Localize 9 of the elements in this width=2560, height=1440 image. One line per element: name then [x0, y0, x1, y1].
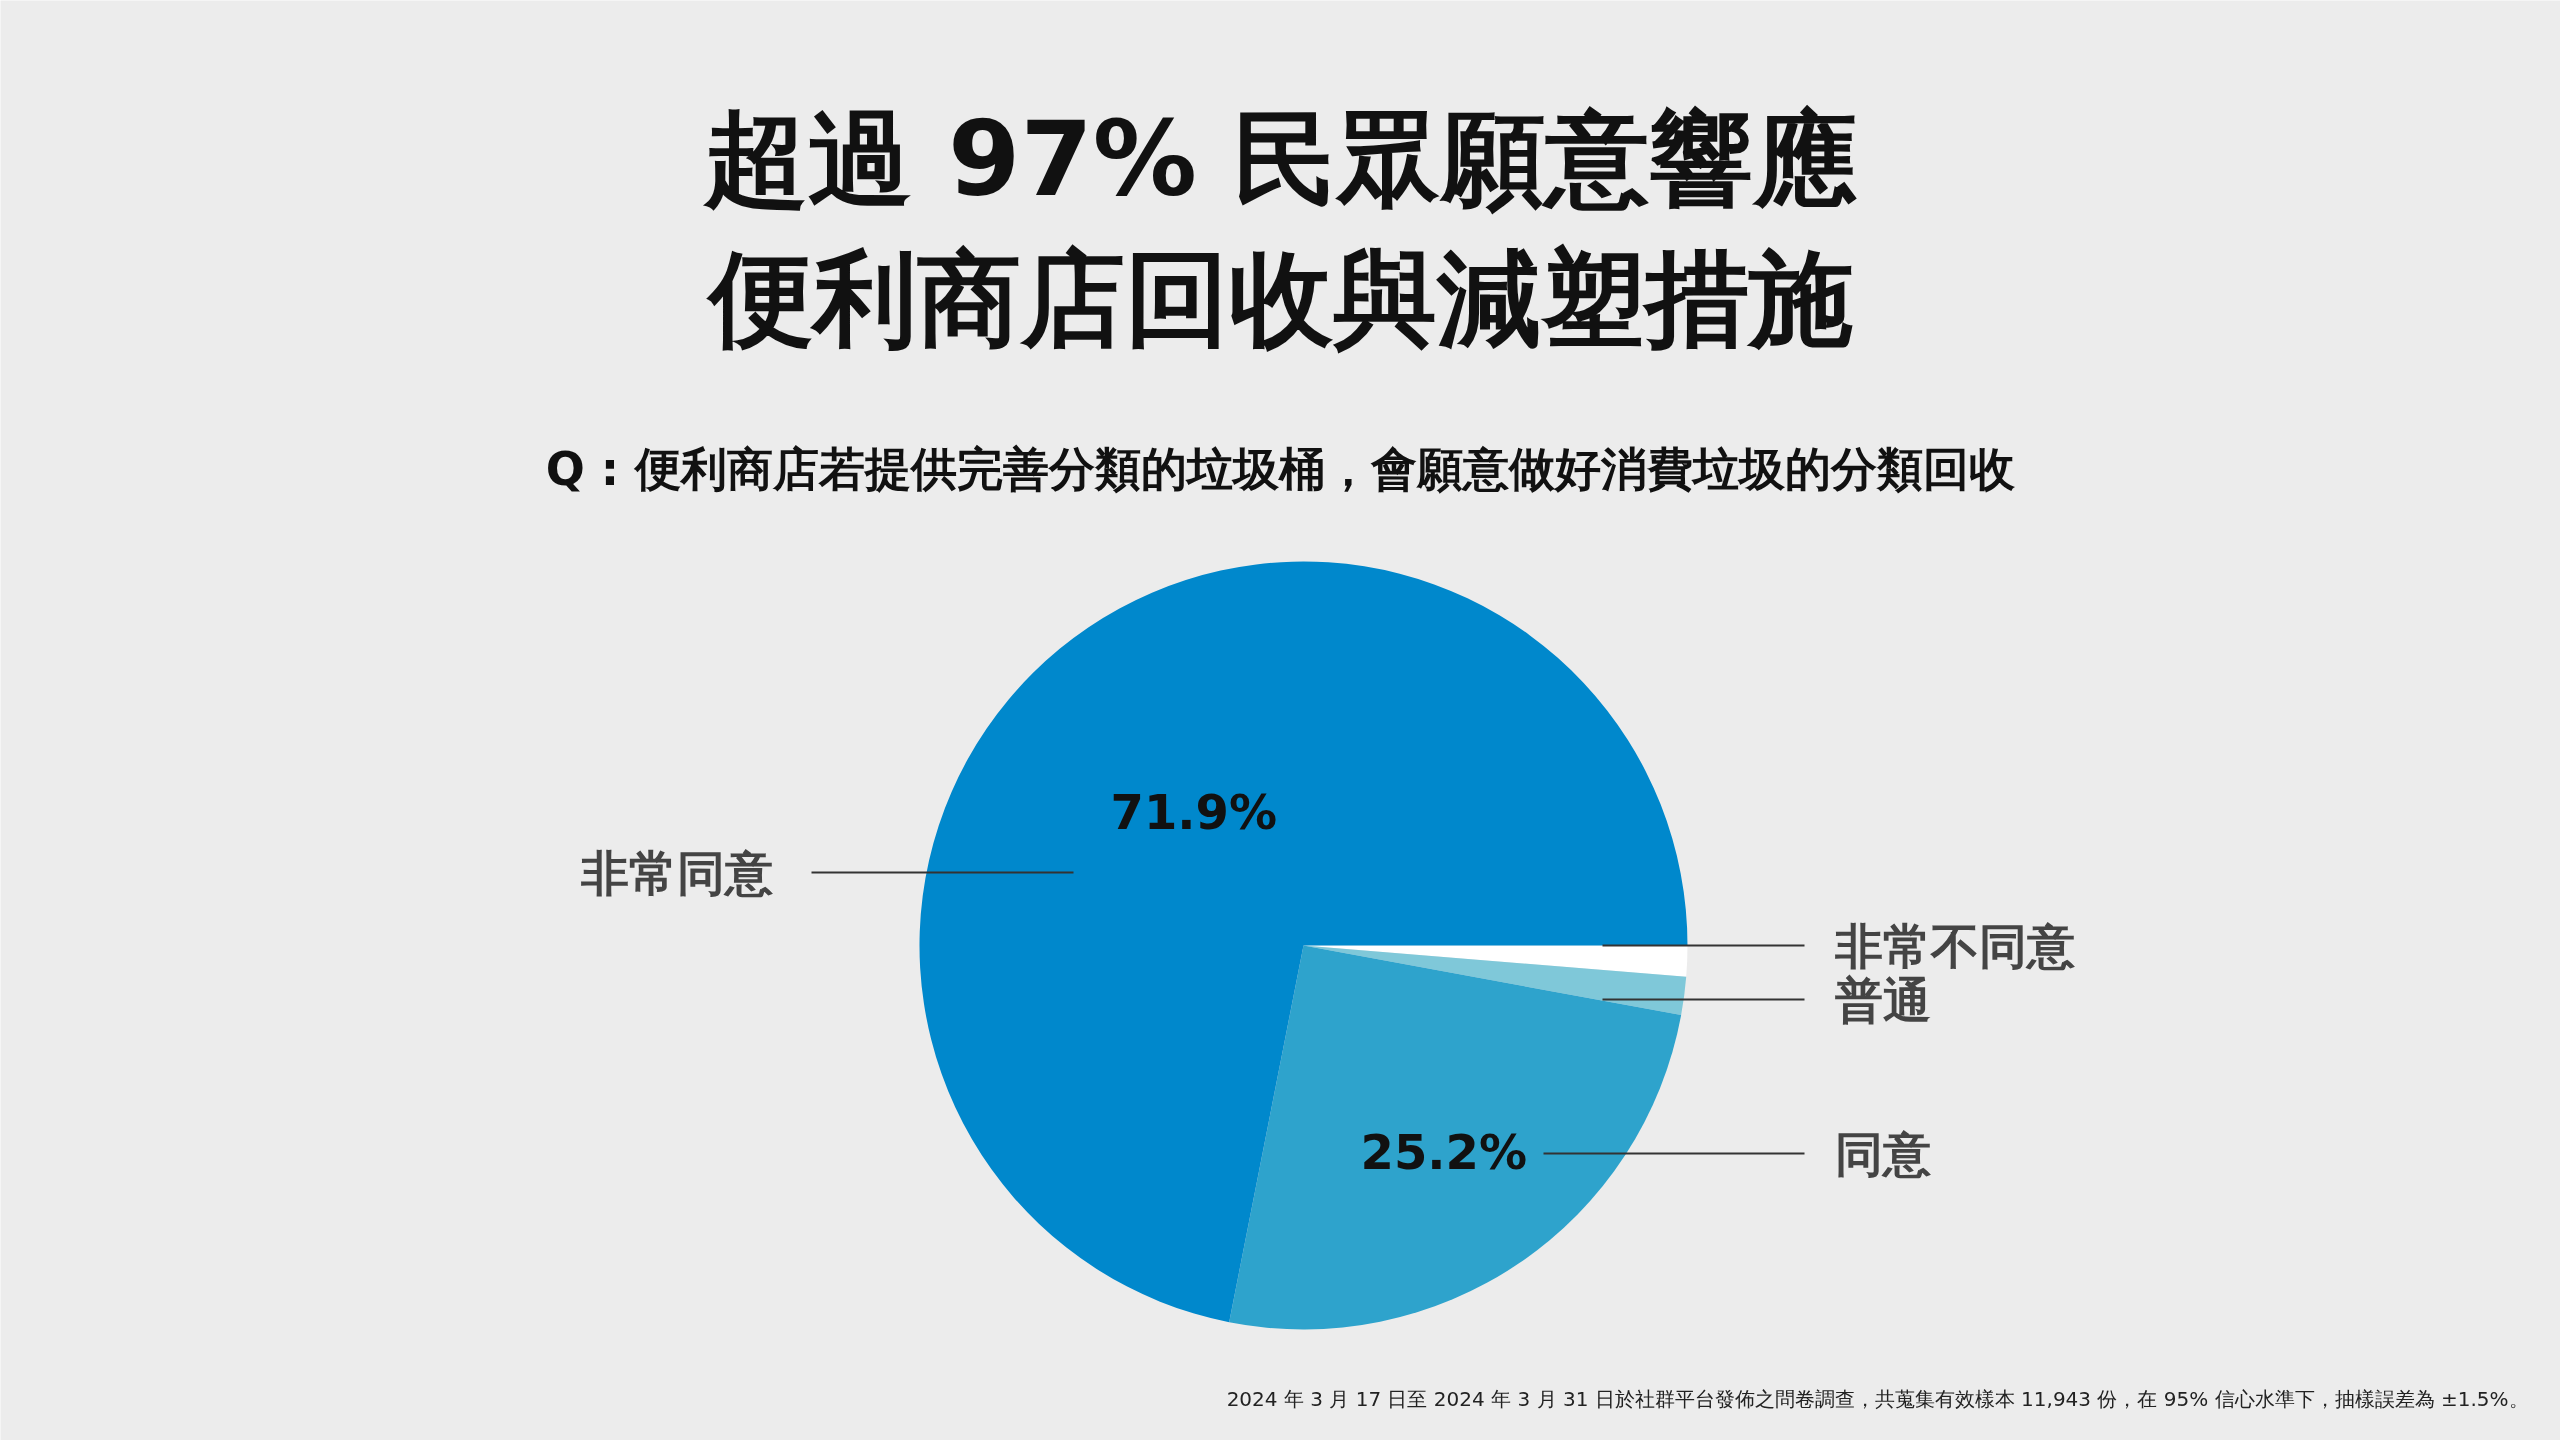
data-label: 25.2%	[1360, 1123, 1528, 1180]
slice-label: 同意	[1834, 1125, 1931, 1182]
slice-label: 非常同意	[579, 844, 773, 901]
chart-title: 超過 97% 民眾願意響應便利商店回收與減塑措施	[701, 97, 1858, 360]
slice-label: 非常不同意	[1833, 917, 2075, 974]
slice-label: 普通	[1834, 971, 1931, 1028]
text: 2024 年 3 月 17 日至 2024 年 3 月 31 日於社群平台發佈之問卷調查，共蒐集有效樣本 11,943 份，在 95% 信心水準下，抽樣誤差為 ±1.5%。	[1226, 1386, 2529, 1411]
data-label: 71.9%	[1110, 784, 1278, 841]
chart-subtitle: Q : 便利商店若提供完善分類的垃圾桶，會願意做好消費垃圾的分類回收	[545, 441, 2017, 496]
